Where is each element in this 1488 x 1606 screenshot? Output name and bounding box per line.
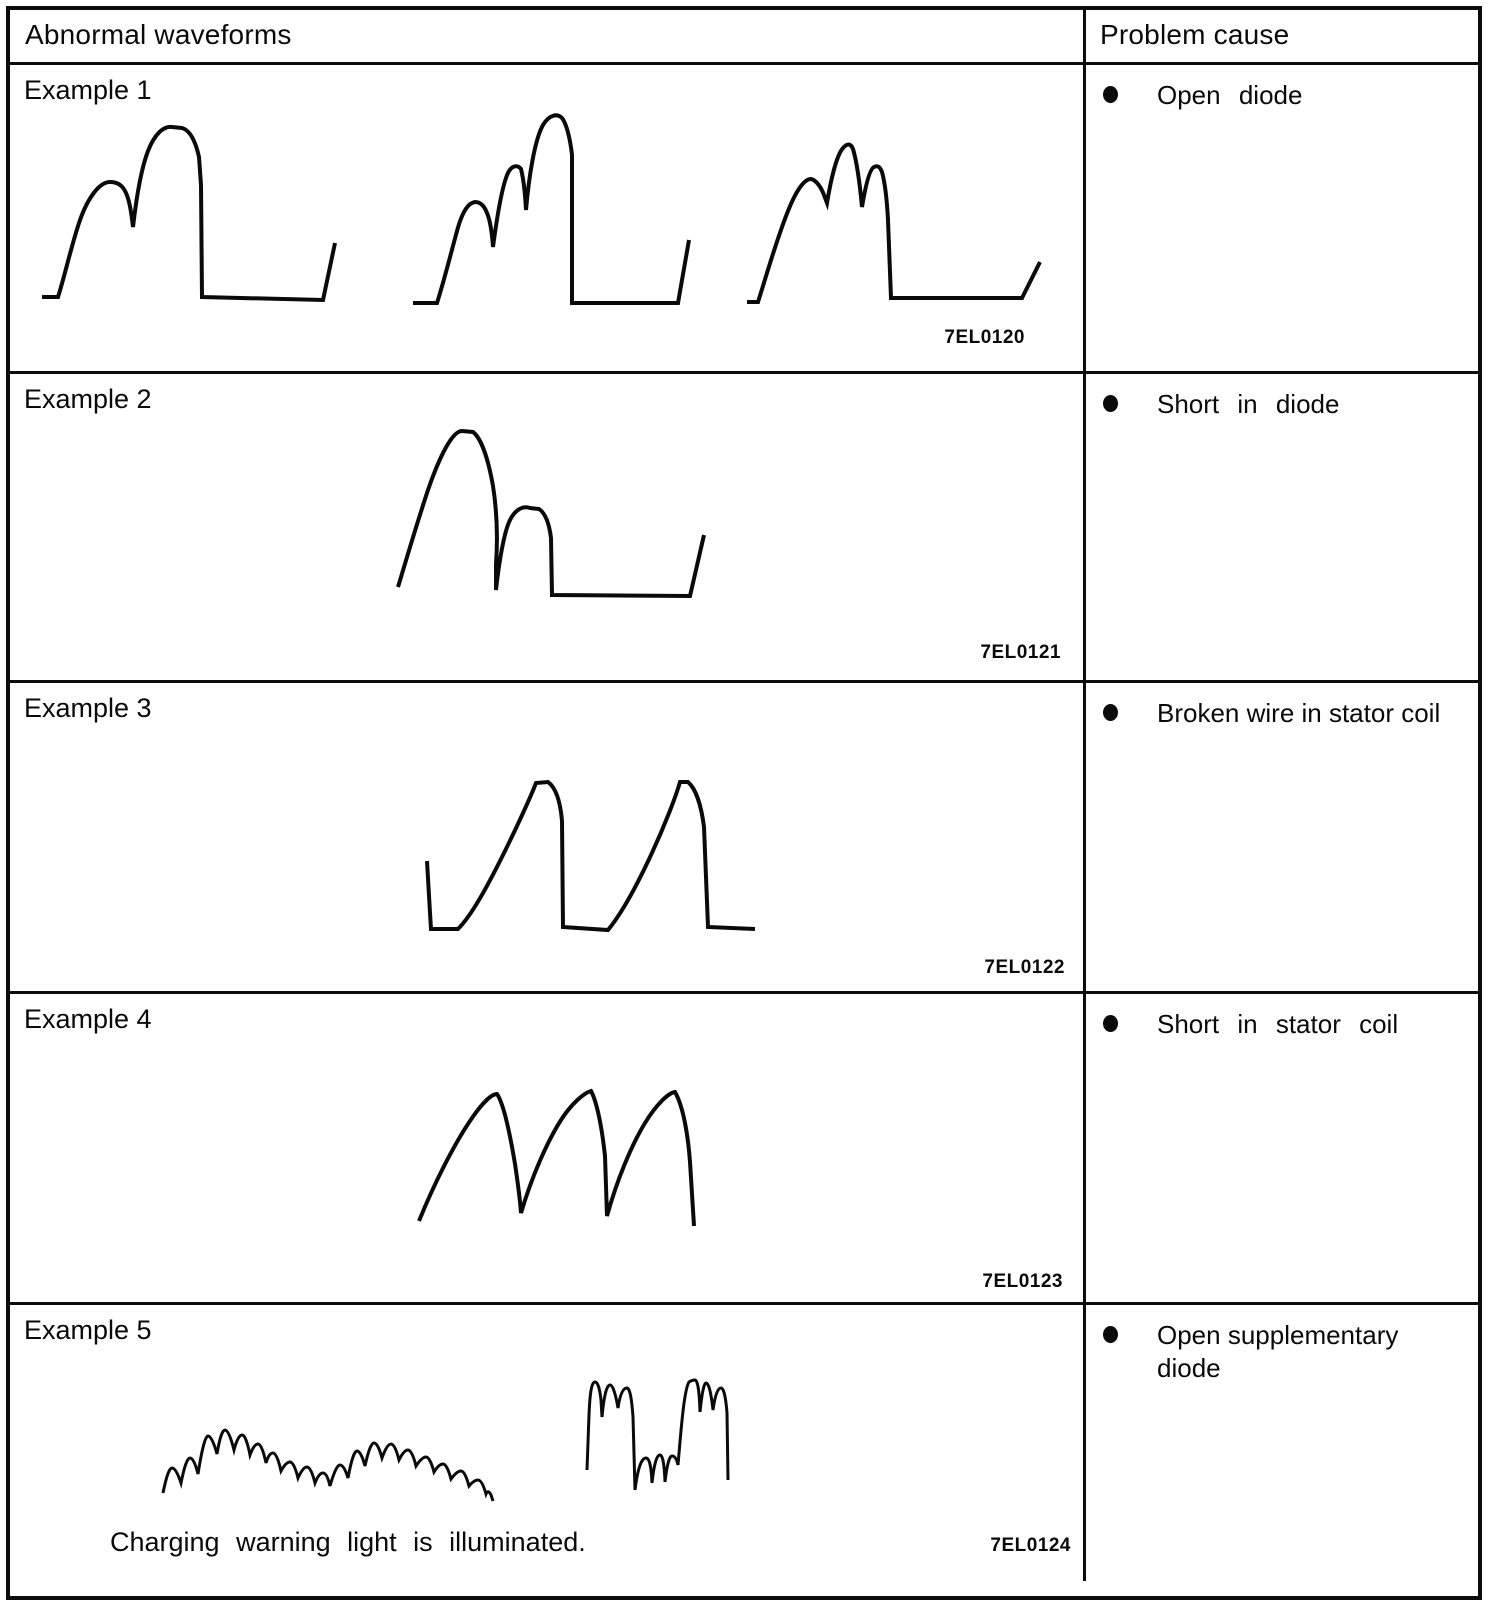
waveform-short-in-stator-trace xyxy=(417,1088,696,1227)
cause-cell-1: Open diode xyxy=(1086,65,1478,371)
example-4-label: Example 4 xyxy=(24,1004,152,1034)
table-header-row: Abnormal waveforms Problem cause xyxy=(10,10,1478,62)
table-row-example-5: Example 5 Charging warning light is illu… xyxy=(10,1302,1478,1581)
header-cell-waveforms: Abnormal waveforms xyxy=(10,10,1086,62)
column-title-problem-cause: Problem cause xyxy=(1100,19,1290,50)
bullet-icon xyxy=(1103,1326,1118,1343)
cause-text: Broken wire in stator coil xyxy=(1157,698,1441,728)
waveform-cell-4: Example 4 7EL0123 xyxy=(10,994,1086,1302)
waveform-comb-trace xyxy=(585,1378,730,1491)
figure-code: 7EL0124 xyxy=(990,1535,1071,1556)
header-cell-cause: Problem cause xyxy=(1086,10,1478,62)
waveform-open-diode-trace-1 xyxy=(42,124,337,303)
waveform-short-in-stator xyxy=(417,1088,696,1227)
waveform-short-in-diode xyxy=(396,428,706,599)
waveform-ripple-trace xyxy=(161,1428,495,1502)
cause-text: Short in diode xyxy=(1157,389,1340,419)
cause-text: Open diode xyxy=(1157,80,1303,110)
example-1-label: Example 1 xyxy=(24,75,152,105)
bullet-icon xyxy=(1103,86,1118,103)
cause-item: Short in diode xyxy=(1086,388,1339,421)
table-row-example-4: Example 4 7EL0123 Short in stator coil xyxy=(10,991,1478,1302)
waveform-short-in-diode-trace xyxy=(396,428,706,599)
cause-item: Broken wire in stator coil xyxy=(1086,697,1440,730)
waveform-open-diode-trace-3 xyxy=(747,142,1042,304)
table-row-example-2: Example 2 7EL0121 Short in diode xyxy=(10,371,1478,680)
cause-cell-2: Short in diode xyxy=(1086,374,1478,680)
waveform-broken-wire-stator-trace xyxy=(425,779,756,933)
cause-cell-5: Open supplementary diode xyxy=(1086,1305,1478,1581)
cause-cell-4: Short in stator coil xyxy=(1086,994,1478,1302)
waveform-broken-wire-stator xyxy=(425,779,756,933)
cause-item: Short in stator coil xyxy=(1086,1008,1398,1041)
table-row-example-1: Example 1 7EL0120 Open diode xyxy=(10,62,1478,371)
example-3-label: Example 3 xyxy=(24,693,152,723)
example-5-label: Example 5 xyxy=(24,1315,152,1345)
waveform-cell-2: Example 2 7EL0121 xyxy=(10,374,1086,680)
figure-code: 7EL0121 xyxy=(980,642,1061,663)
figure-code: 7EL0122 xyxy=(984,957,1065,978)
bullet-icon xyxy=(1103,395,1118,412)
waveform-cell-1: Example 1 7EL0120 xyxy=(10,65,1086,371)
bullet-icon xyxy=(1103,704,1118,721)
cause-text: Short in stator coil xyxy=(1157,1009,1399,1039)
waveform-open-diode-trace-2 xyxy=(413,113,691,305)
cause-item: Open diode xyxy=(1086,79,1302,112)
waveform-cell-5: Example 5 Charging warning light is illu… xyxy=(10,1305,1086,1581)
column-title-abnormal-waveforms: Abnormal waveforms xyxy=(25,19,292,50)
figure-code: 7EL0123 xyxy=(982,1271,1063,1292)
cause-cell-3: Broken wire in stator coil xyxy=(1086,683,1478,991)
waveform-table: Abnormal waveforms Problem cause Example… xyxy=(6,6,1482,1600)
cause-item: Open supplementary diode xyxy=(1086,1319,1415,1384)
bullet-icon xyxy=(1103,1015,1118,1032)
table-row-example-3: Example 3 7EL0122 Broken wire in stator … xyxy=(10,680,1478,991)
waveform-open-diode xyxy=(42,113,1042,305)
charging-warning-note: Charging warning light is illuminated. xyxy=(110,1527,586,1557)
waveform-cell-3: Example 3 7EL0122 xyxy=(10,683,1086,991)
example-2-label: Example 2 xyxy=(24,384,152,414)
waveform-open-supplementary-diode xyxy=(161,1378,730,1502)
cause-text: Open supplementary diode xyxy=(1157,1320,1399,1383)
figure-code: 7EL0120 xyxy=(944,327,1025,348)
